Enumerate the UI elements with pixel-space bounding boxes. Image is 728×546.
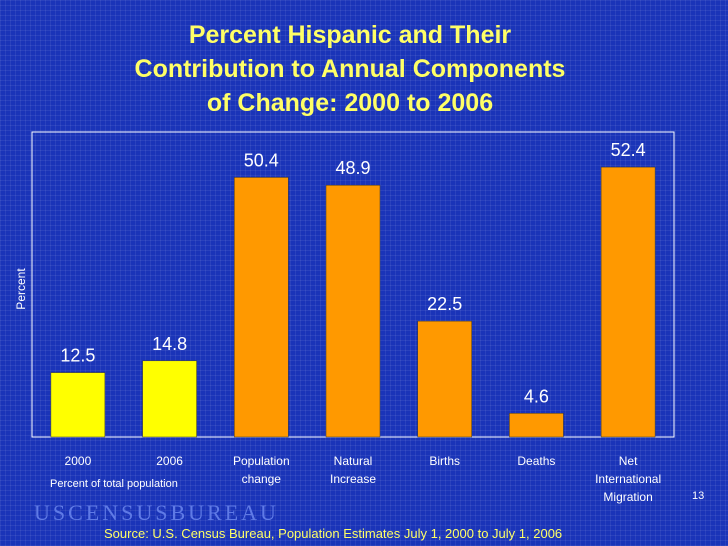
y-axis-label: Percent bbox=[14, 268, 28, 310]
bar-6 bbox=[600, 166, 656, 438]
value-label-1: 14.8 bbox=[152, 334, 187, 354]
bar-4 bbox=[417, 320, 472, 438]
value-label-0: 12.5 bbox=[60, 346, 95, 366]
tick-label-5-0: Deaths bbox=[517, 454, 555, 468]
tick-label-6-1: International bbox=[595, 472, 661, 486]
tick-label-6-2: Migration bbox=[603, 490, 652, 504]
value-label-6: 52.4 bbox=[611, 140, 646, 160]
chart-title-line-1: Percent Hispanic and Their bbox=[188, 21, 512, 49]
value-label-3: 48.9 bbox=[335, 158, 370, 178]
value-labels: 12.5 14.8 50.4 48.9 22.5 4.6 52.4 bbox=[60, 140, 645, 406]
chart-title-line-2: Contribution to Annual Components bbox=[134, 55, 566, 83]
tick-label-2-0: Population bbox=[233, 454, 290, 468]
bar-5 bbox=[509, 413, 564, 438]
bar-2 bbox=[234, 177, 289, 438]
census-bureau-logo: USCENSUSBUREAU bbox=[34, 500, 279, 525]
chart-title: Percent Hispanic and Their Contribution … bbox=[40, 18, 660, 120]
tick-label-6-0: Net bbox=[619, 454, 638, 468]
bar-3 bbox=[325, 184, 381, 438]
tick-label-0-0: 2000 bbox=[65, 454, 92, 468]
bar-1 bbox=[142, 360, 197, 438]
value-label-5: 4.6 bbox=[524, 386, 549, 406]
tick-label-1-0: 2006 bbox=[156, 454, 183, 468]
group-note: Percent of total population bbox=[50, 478, 178, 490]
bar-0 bbox=[50, 372, 106, 438]
slide-number: 13 bbox=[692, 490, 705, 502]
bars bbox=[50, 166, 656, 438]
value-label-2: 50.4 bbox=[244, 150, 279, 170]
tick-label-2-1: change bbox=[242, 472, 282, 486]
tick-label-4-0: Births bbox=[429, 454, 460, 468]
category-tick-labels: 2000 2006 Population change Natural Increase B… bbox=[65, 454, 662, 504]
tick-label-3-0: Natural bbox=[334, 454, 373, 468]
source-note: Source: U.S. Census Bureau, Population E… bbox=[104, 526, 563, 541]
tick-label-3-1: Increase bbox=[330, 472, 376, 486]
chart-title-line-3: of Change: 2000 to 2006 bbox=[206, 89, 494, 117]
value-label-4: 22.5 bbox=[427, 294, 462, 314]
